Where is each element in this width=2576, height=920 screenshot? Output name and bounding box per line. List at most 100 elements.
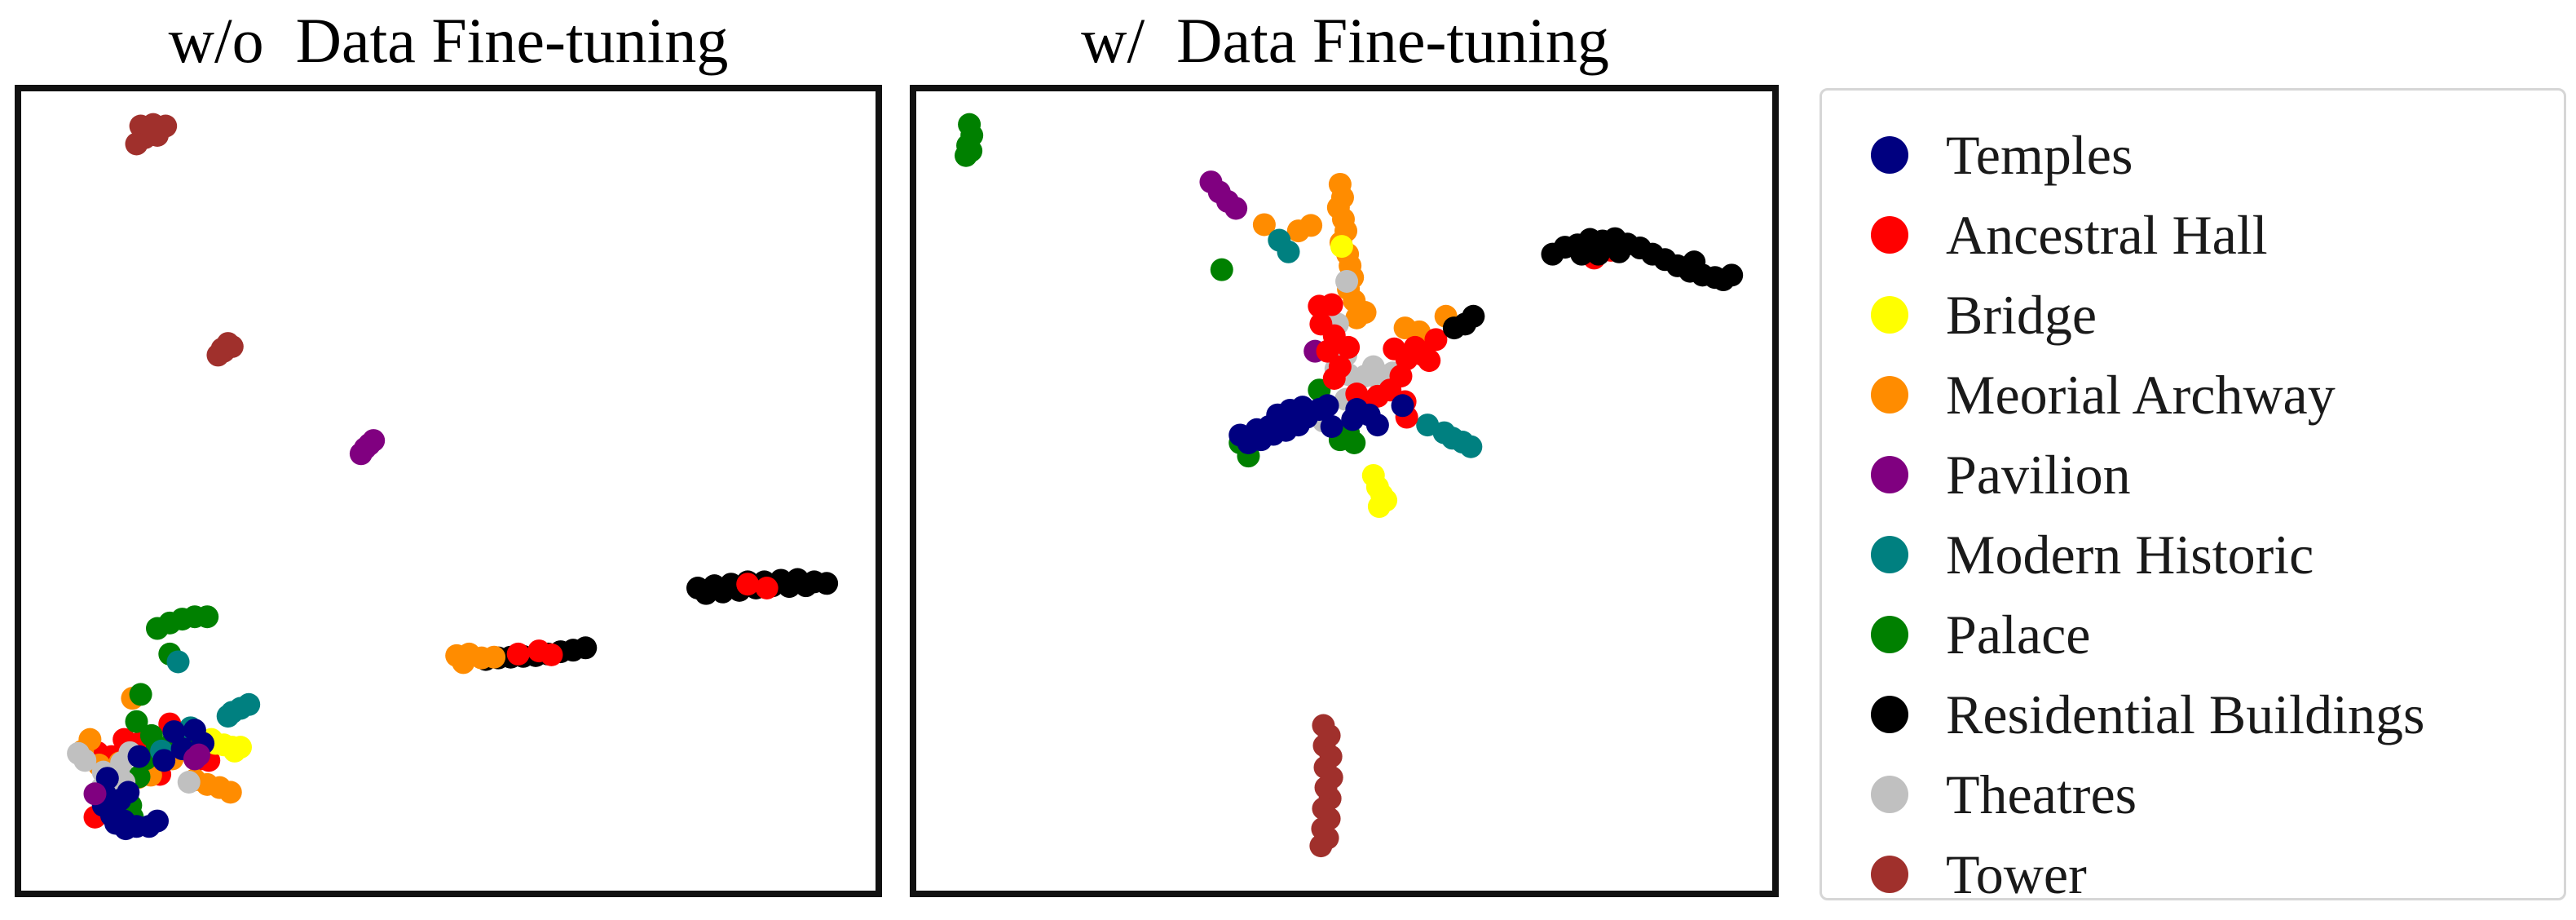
point-residential-buildings (1683, 250, 1706, 274)
legend-label: Pavilion (1946, 443, 2131, 506)
point-palace (1210, 258, 1233, 281)
point-residential-buildings (1608, 240, 1631, 263)
legend-marker (1871, 296, 1908, 334)
legend-marker (1871, 696, 1908, 733)
legend-label: Palace (1946, 603, 2091, 666)
legend-item-temples: Temples (1871, 115, 2133, 195)
point-theatres (1335, 269, 1359, 293)
legend-marker (1871, 856, 1908, 893)
point-residential-buildings (695, 582, 718, 605)
legend-label: Theatres (1946, 763, 2137, 825)
point-residential-buildings (1462, 304, 1485, 328)
point-bridge (1367, 495, 1391, 519)
point-ancestral-hall (1322, 366, 1346, 390)
right-scatter-svg (955, 113, 1744, 858)
point-meorial-archway (1299, 214, 1323, 237)
point-bridge (1330, 235, 1353, 259)
point-ancestral-hall (1424, 328, 1448, 352)
point-modern-historic (216, 705, 240, 728)
legend-item-meorial-archway: Meorial Archway (1871, 355, 2336, 435)
legend-marker (1871, 776, 1908, 813)
point-modern-historic (1416, 414, 1440, 437)
legend-item-ancestral-hall: Ancestral Hall (1871, 195, 2268, 275)
point-theatres (110, 751, 134, 775)
point-meorial-archway (218, 781, 242, 804)
legend-label: Meorial Archway (1946, 363, 2336, 426)
point-meorial-archway (483, 645, 506, 669)
point-modern-historic (1459, 435, 1483, 458)
right-scatter-plot (910, 85, 1779, 897)
point-temples (1320, 414, 1343, 438)
left-panel-title: w/o Data Fine-tuning (168, 5, 729, 76)
point-residential-buildings (711, 580, 734, 604)
legend-item-pavilion: Pavilion (1871, 435, 2131, 515)
point-bridge (223, 739, 246, 763)
point-theatres (73, 749, 97, 772)
left-scatter-svg (67, 113, 839, 841)
point-palace (129, 683, 152, 706)
point-meorial-archway (452, 651, 475, 675)
legend-marker (1871, 376, 1908, 414)
point-tower (1309, 834, 1333, 858)
legend-marker (1871, 536, 1908, 573)
point-meorial-archway (1353, 301, 1377, 325)
point-ancestral-hall (1383, 337, 1406, 360)
legend-label: Ancestral Hall (1946, 203, 2268, 266)
point-ancestral-hall (506, 642, 530, 666)
legend-label: Modern Historic (1946, 523, 2314, 586)
point-temples (117, 781, 140, 804)
point-temples (1391, 394, 1414, 418)
legend-item-theatres: Theatres (1871, 754, 2137, 834)
point-tower (146, 123, 169, 147)
point-temples (162, 720, 186, 744)
point-temples (114, 817, 138, 841)
legend-item-tower: Tower (1871, 834, 2087, 914)
point-ancestral-hall (755, 577, 779, 599)
point-ancestral-hall (736, 573, 760, 596)
point-pavilion (83, 782, 107, 806)
right-panel-title: w/ Data Fine-tuning (1081, 5, 1609, 76)
point-palace (125, 710, 148, 733)
point-ancestral-hall (1320, 293, 1343, 316)
point-theatres (1361, 355, 1385, 378)
point-modern-historic (237, 692, 261, 716)
point-ancestral-hall (540, 643, 563, 666)
legend: Temples Ancestral Hall Bridge Meorial Ar… (1820, 88, 2566, 905)
point-residential-buildings (574, 636, 598, 660)
point-residential-buildings (1570, 242, 1594, 266)
legend-label: Residential Buildings (1946, 683, 2425, 745)
point-pavilion (358, 432, 382, 456)
point-palace (959, 139, 983, 163)
point-temples (95, 767, 119, 790)
point-palace (196, 605, 219, 629)
legend-label: Tower (1946, 843, 2087, 905)
legend-item-palace: Palace (1871, 595, 2090, 675)
legend-marker (1871, 136, 1908, 174)
legend-marker (1871, 216, 1908, 254)
point-tower (125, 132, 148, 156)
point-residential-buildings (778, 575, 801, 599)
point-temples (1316, 394, 1339, 418)
point-temples (152, 749, 176, 772)
legend-marker (1871, 616, 1908, 653)
point-pavilion (187, 743, 210, 767)
point-modern-historic (1277, 240, 1300, 263)
point-ancestral-hall (1418, 349, 1441, 373)
legend-marker (1871, 456, 1908, 493)
point-temples (1365, 414, 1389, 437)
point-modern-historic (166, 650, 190, 674)
point-residential-buildings (794, 574, 818, 598)
point-ancestral-hall (1316, 339, 1339, 363)
point-tower (216, 332, 240, 356)
point-pavilion (1224, 197, 1248, 220)
legend-item-residential-buildings: Residential Buildings (1871, 675, 2424, 754)
legend-item-bridge: Bridge (1871, 275, 2097, 355)
legend-label: Bridge (1946, 283, 2097, 346)
point-temples (146, 809, 169, 833)
legend-label: Temples (1946, 123, 2133, 186)
point-ancestral-hall (1337, 335, 1361, 359)
legend-item-modern-historic: Modern Historic (1871, 515, 2314, 595)
point-residential-buildings (815, 572, 839, 595)
point-residential-buildings (1720, 263, 1744, 287)
left-scatter-plot (15, 85, 882, 897)
